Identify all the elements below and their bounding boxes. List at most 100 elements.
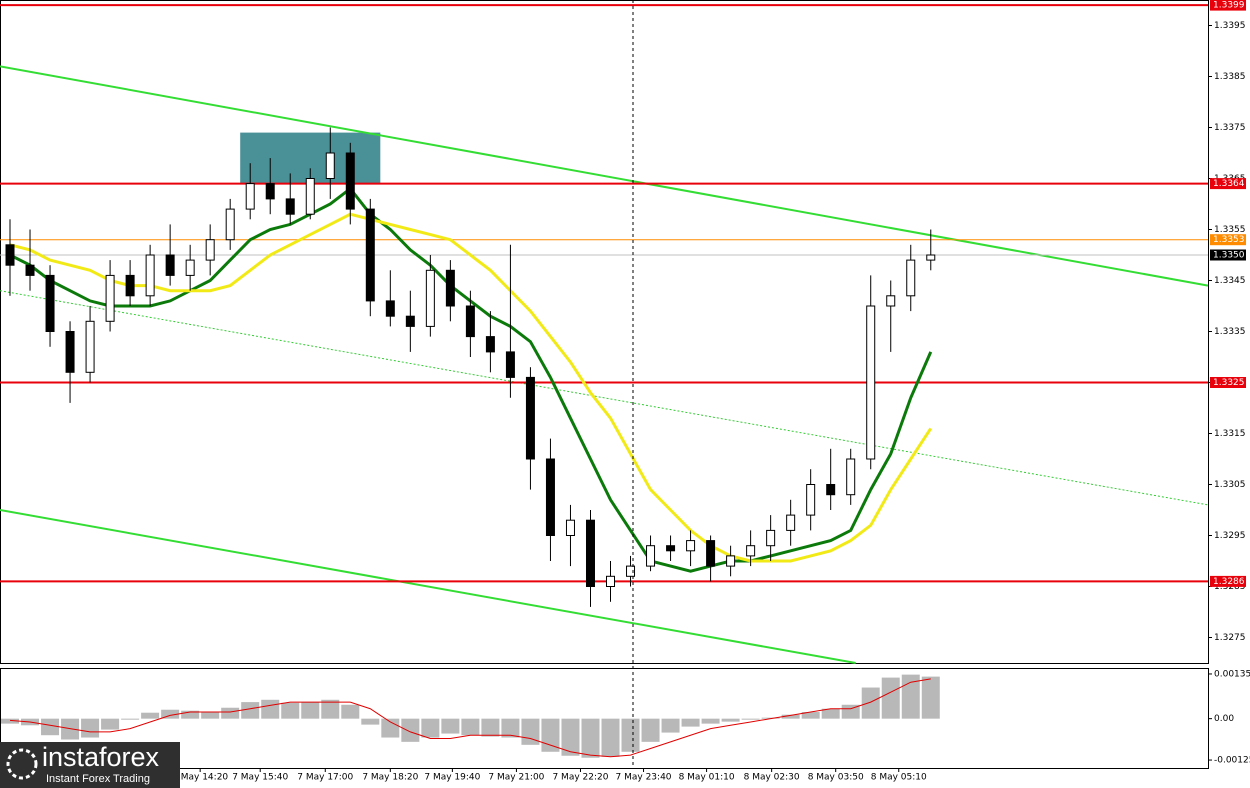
osc-bar xyxy=(461,718,480,736)
candle-body xyxy=(485,336,495,353)
candle-body xyxy=(786,514,796,531)
y-tick-label: 1.3355 xyxy=(1214,225,1246,235)
osc-bar xyxy=(181,710,200,719)
x-tick-label: 7 May 21:00 xyxy=(488,773,544,783)
candle-body xyxy=(525,376,535,460)
level-label-box xyxy=(1210,575,1246,587)
osc-bar xyxy=(201,712,220,719)
candle-body xyxy=(85,320,95,373)
level-label: 1.3353 xyxy=(1213,235,1245,245)
osc-tick-label: -0.00125 xyxy=(1214,756,1250,766)
osc-bar xyxy=(481,718,500,737)
osc-bar xyxy=(141,712,160,719)
level-label: 1.3286 xyxy=(1213,577,1245,587)
x-tick-label: 8 May 05:10 xyxy=(871,773,927,783)
x-tick-label: 7 May 22:20 xyxy=(552,773,608,783)
candle-body xyxy=(365,208,375,302)
x-tick-label: 8 May 03:50 xyxy=(808,773,864,783)
y-tick-label: 1.3395 xyxy=(1214,21,1246,31)
osc-bar xyxy=(421,718,440,738)
osc-bar xyxy=(1,718,20,724)
osc-bar xyxy=(261,699,280,719)
candle-body xyxy=(886,295,896,307)
osc-bar xyxy=(641,718,660,742)
osc-bar xyxy=(581,718,600,758)
candle-body xyxy=(405,315,415,327)
x-tick-label: 7 May 23:40 xyxy=(616,773,672,783)
candle-body xyxy=(585,519,595,588)
osc-tick-label: 0.00135 xyxy=(1214,669,1250,679)
osc-bar xyxy=(161,709,180,719)
osc-bar xyxy=(81,718,100,738)
osc-bar xyxy=(361,718,380,725)
candle-body xyxy=(565,519,575,537)
osc-bar xyxy=(221,707,240,719)
candle-body xyxy=(325,152,335,179)
candle-body xyxy=(165,254,175,276)
candle-body xyxy=(25,264,35,276)
y-tick-label: 1.3305 xyxy=(1214,480,1246,490)
osc-tick-label: 0.00 xyxy=(1214,714,1234,724)
candle-body xyxy=(265,183,275,200)
logo-name: instaforex xyxy=(42,742,160,772)
osc-bar xyxy=(901,674,920,719)
osc-bar xyxy=(441,718,460,734)
osc-bar xyxy=(321,699,340,719)
level-label-box xyxy=(1210,249,1246,261)
candle-body xyxy=(826,484,836,496)
osc-bar xyxy=(921,676,940,719)
osc-bar xyxy=(101,718,120,730)
x-tick-label: 8 May 01:10 xyxy=(679,773,735,783)
level-label-box xyxy=(1210,178,1246,190)
x-tick-label: 7 May 19:40 xyxy=(424,773,480,783)
y-tick-label: 1.3345 xyxy=(1214,276,1246,286)
osc-bar xyxy=(821,708,840,719)
x-tick-label: 8 May 02:30 xyxy=(744,773,800,783)
candle-body xyxy=(105,274,115,322)
level-label: 1.3364 xyxy=(1213,179,1245,189)
candle-body xyxy=(686,540,696,552)
osc-bar xyxy=(881,677,900,719)
logo-box xyxy=(0,742,180,788)
candle-body xyxy=(926,254,936,261)
osc-bar xyxy=(741,718,760,720)
logo-tagline: Instant Forex Trading xyxy=(46,773,150,785)
candle-body xyxy=(185,259,195,276)
y-tick-label: 1.3385 xyxy=(1214,72,1246,82)
moving-average xyxy=(9,212,933,563)
x-tick-label: 7 May 18:20 xyxy=(362,773,418,783)
trend-line xyxy=(0,290,1209,506)
x-tick-label: 7 May 17:00 xyxy=(297,773,353,783)
level-label-box xyxy=(1210,0,1246,11)
candle-body xyxy=(125,274,135,297)
candle-body xyxy=(505,351,515,378)
candle-body xyxy=(225,208,235,241)
level-label-box xyxy=(1210,377,1246,388)
level-label-box xyxy=(1210,234,1246,246)
x-tick-label: 7 May 14:20 xyxy=(172,773,228,783)
osc-bar xyxy=(801,712,820,719)
y-tick-label: 1.3375 xyxy=(1214,123,1246,133)
y-tick-label: 1.3275 xyxy=(1214,633,1246,643)
main-panel xyxy=(0,0,1209,664)
y-tick-label: 1.3335 xyxy=(1214,327,1246,337)
osc-bar xyxy=(341,704,360,719)
candle-body xyxy=(145,254,155,297)
candle-body xyxy=(465,305,475,338)
candle-body xyxy=(766,529,776,547)
candle-body xyxy=(245,183,255,210)
osc-bar xyxy=(401,718,420,742)
osc-bar xyxy=(281,702,300,719)
candle-body xyxy=(846,458,856,496)
trend-line xyxy=(0,509,856,664)
candle-body xyxy=(646,545,656,567)
candle-body xyxy=(545,458,555,536)
candle-body xyxy=(666,545,676,552)
candle-body xyxy=(345,152,355,210)
candle-body xyxy=(866,305,876,460)
osc-bar xyxy=(501,718,520,738)
trend-line xyxy=(0,65,1209,287)
candle-body xyxy=(726,555,736,567)
osc-bar xyxy=(661,718,680,733)
